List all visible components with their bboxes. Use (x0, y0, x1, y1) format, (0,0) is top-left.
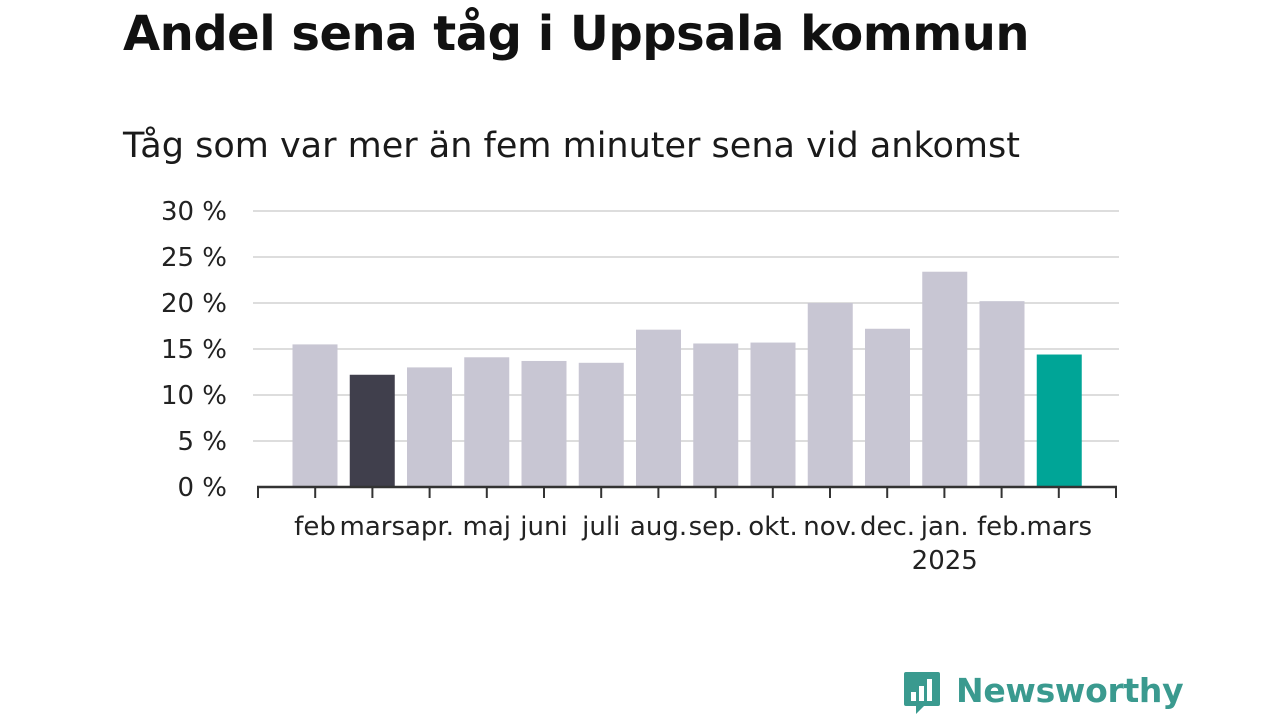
x-axis (257, 485, 1117, 498)
x-tick-label: feb. (977, 512, 1027, 542)
bar (407, 367, 452, 487)
chart-title: Andel sena tåg i Uppsala kommun (123, 6, 1030, 62)
brand-name: Newsworthy (956, 671, 1184, 710)
chart-subtitle: Tåg som var mer än fem minuter sena vid … (123, 126, 1020, 166)
bar (636, 329, 681, 487)
newsworthy-logo-icon (904, 672, 940, 714)
newsworthy-logo: Newsworthy (902, 670, 1184, 720)
x-tick-label: mars (340, 512, 406, 542)
bar (693, 343, 739, 487)
y-tick-label: 20 % (161, 289, 227, 319)
y-tick-label: 5 % (177, 427, 227, 457)
y-axis-ticks: 0 % 5 % 10 % 15 % 20 % 25 % 30 % (161, 197, 227, 503)
bar (750, 342, 796, 487)
bar (292, 344, 338, 487)
bar (521, 360, 567, 487)
y-tick-label: 15 % (161, 335, 227, 365)
x-year-label: 2025 (912, 546, 978, 576)
x-tick-label: dec. (860, 512, 915, 542)
bar (979, 301, 1025, 487)
x-tick-label: sep. (689, 512, 743, 542)
x-tick-label: maj (463, 512, 511, 542)
bars (292, 271, 1082, 487)
bar (464, 357, 510, 487)
x-tick-label: jan. (920, 512, 969, 542)
x-tick-label: juni (519, 512, 567, 542)
y-tick-label: 0 % (177, 473, 227, 503)
x-tick-label: apr. (405, 512, 454, 542)
x-tick-label: feb (294, 512, 336, 542)
x-tick-label: okt. (748, 512, 797, 542)
bar (922, 271, 968, 487)
bar (865, 328, 910, 487)
x-tick-label: nov. (803, 512, 857, 542)
bar (1036, 354, 1082, 487)
x-axis-ticks: feb mars apr. maj juni juli aug. sep. okt. nov. de… (294, 512, 1092, 576)
y-tick-label: 25 % (161, 243, 227, 273)
y-tick-label: 30 % (161, 197, 227, 227)
bar (349, 374, 395, 487)
bar (578, 362, 624, 487)
x-tick-label: juli (581, 512, 620, 542)
bar (807, 303, 853, 487)
y-tick-label: 10 % (161, 381, 227, 411)
x-tick-label: mars (1027, 512, 1093, 542)
grid-lines (253, 210, 1119, 442)
x-tick-label: aug. (630, 512, 687, 542)
